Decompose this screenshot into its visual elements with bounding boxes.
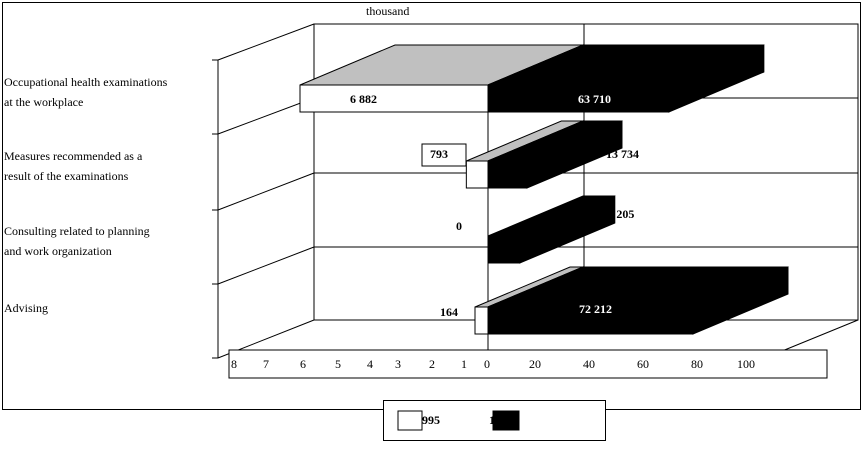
left-axis-tick-4: 4 [367, 357, 373, 371]
bar-1995-1-front [465, 160, 489, 189]
category-label-0: Occupational health examinations at the … [4, 75, 168, 109]
bar-1995-3-front [474, 306, 489, 335]
value-label-left-0: 6 882 [350, 92, 377, 106]
right-axis-tick-2: 40 [583, 357, 595, 371]
left-axis-tick-3: 5 [335, 357, 341, 371]
left-axis-tick-6: 2 [429, 357, 435, 371]
side-divider-0 [217, 97, 315, 135]
left-label-box-1 [421, 143, 467, 167]
bar-right-1-front [487, 160, 528, 189]
right-axis-tick-4: 80 [691, 357, 703, 371]
side-divider-2 [217, 246, 315, 285]
legend-graphic: 995 1 [397, 410, 520, 431]
legend: 995 1 [383, 400, 606, 441]
left-axis-tick-2: 6 [300, 357, 306, 371]
bar-1995-0-front [299, 84, 489, 113]
left-axis-tick-7: 1 [461, 357, 467, 371]
category-label-2: Consulting related to planning and work … [4, 224, 150, 258]
right-axis-tick-0: 0 [484, 357, 490, 371]
legend-swatch-right [492, 410, 520, 431]
legend-swatch-1995 [397, 410, 423, 431]
left-axis-tick-1: 7 [263, 357, 269, 371]
value-label-right-0: 63 710 [578, 92, 611, 106]
legend-label-right: 1 [489, 413, 495, 427]
value-label-right-2: 11 205 [602, 207, 634, 221]
unit-label: thousand [366, 4, 410, 18]
bar-right-3-front [487, 306, 694, 335]
right-axis-tick-1: 20 [529, 357, 541, 371]
category-label-1: Measures recommended as a result of the … [4, 149, 143, 183]
bar-right-0-front [487, 84, 670, 113]
value-label-left-1: 793 [430, 147, 448, 161]
category-label-3: Advising [4, 301, 49, 315]
right-axis-tick-5: 100 [737, 357, 755, 371]
left-axis-tick-0: 8 [231, 357, 237, 371]
value-label-left-2: 0 [456, 219, 462, 233]
value-label-right-1: 13 734 [606, 147, 639, 161]
legend-label-1995: 995 [422, 413, 440, 427]
value-axis-box [228, 349, 828, 379]
value-label-right-3: 72 212 [579, 302, 612, 316]
right-axis-tick-3: 60 [637, 357, 649, 371]
side-divider-1 [217, 172, 315, 211]
value-label-left-3: 164 [440, 305, 458, 319]
left-axis-tick-5: 3 [395, 357, 401, 371]
bar-right-2-front [487, 235, 521, 264]
